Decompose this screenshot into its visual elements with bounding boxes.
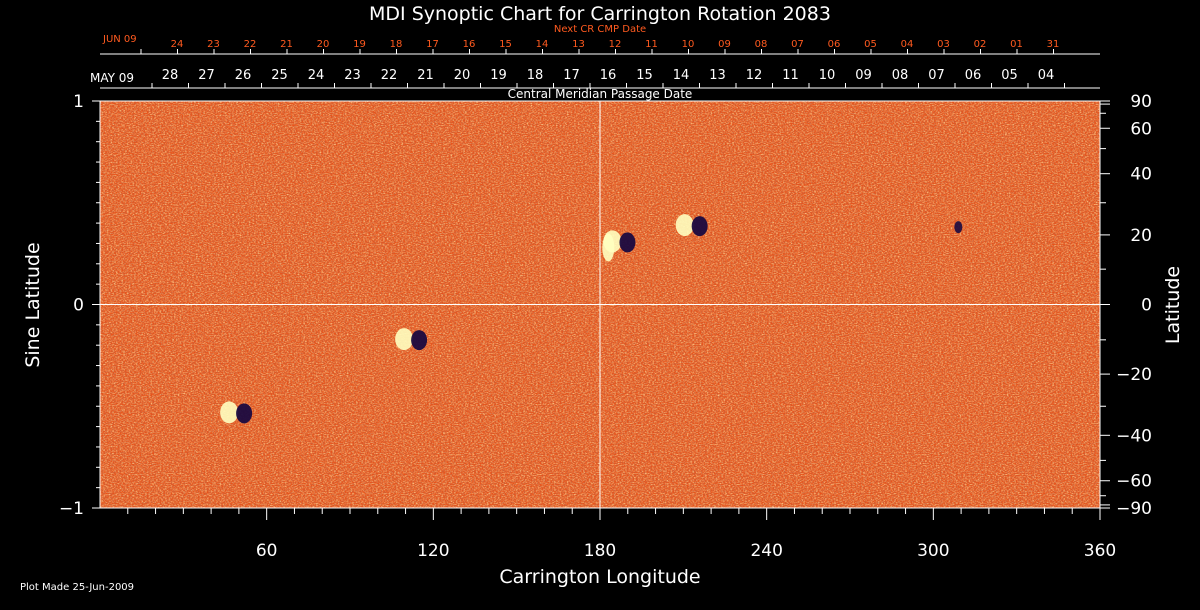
latitude-axis: 90 60 40 20 0 −20 −40 −60 −90: [1100, 92, 1152, 519]
cmp-day-label: 20: [454, 68, 471, 83]
active-regions: [220, 214, 963, 424]
next-cr-day-label: 23: [207, 39, 220, 50]
next-cr-cmp-title: Next CR CMP Date: [554, 24, 646, 35]
positive-flux-patch: [395, 328, 414, 351]
x-tick-label: 240: [750, 541, 782, 561]
next-cr-day-label: 24: [171, 39, 184, 50]
cmp-day-label: 09: [855, 68, 872, 83]
cmp-day-label: 24: [308, 68, 325, 83]
y-right-tick-label: 0: [1141, 296, 1152, 316]
y-right-tick-label: −60: [1116, 472, 1152, 492]
y-right-axis-label: Latitude: [1162, 266, 1184, 344]
y-right-tick-label: 60: [1130, 119, 1152, 139]
cmp-day-label: 10: [819, 68, 836, 83]
negative-flux-patch: [691, 216, 708, 237]
cmp-day-label: 26: [235, 68, 252, 83]
negative-flux-patch: [411, 330, 428, 351]
cmp-day-label: 28: [162, 68, 179, 83]
cmp-day-label: 18: [527, 68, 544, 83]
next-cr-day-label: 18: [390, 39, 403, 50]
cmp-day-label: 17: [563, 68, 580, 83]
cmp-day-label: 23: [344, 68, 361, 83]
next-cr-day-label: 08: [755, 39, 768, 50]
next-cr-day-label: 13: [572, 39, 585, 50]
cmp-axis-title: Central Meridian Passage Date: [508, 87, 693, 101]
next-cr-day-label: 11: [645, 39, 658, 50]
x-axis-label: Carrington Longitude: [499, 566, 700, 588]
cmp-day-label: 06: [965, 68, 982, 83]
cmp-day-label: 16: [600, 68, 617, 83]
cmp-day-label: 15: [636, 68, 653, 83]
cmp-month-label: MAY 09: [90, 71, 134, 85]
cmp-day-label: 22: [381, 68, 398, 83]
cmp-day-label: 14: [673, 68, 690, 83]
plot-made-date: Plot Made 25-Jun-2009: [20, 582, 134, 593]
cmp-day-label: 27: [198, 68, 215, 83]
cmp-day-label: 19: [490, 68, 507, 83]
y-right-tick-label: 90: [1130, 92, 1152, 112]
longitude-axis: 60 120 180 240 300 360: [127, 508, 1116, 561]
sine-latitude-axis: 1 0 −1: [59, 92, 100, 519]
next-cr-cmp-date-axis: 24 23 22 21 20 19 18 17 16 15 14 13 12 11 10 09 08 07 06 05…: [100, 39, 1100, 55]
next-cr-day-label: 31: [1047, 39, 1060, 50]
x-tick-label: 180: [584, 541, 616, 561]
positive-flux-patch: [220, 401, 239, 424]
positive-flux-patch: [602, 233, 615, 262]
cmp-day-label: 04: [1038, 68, 1055, 83]
x-tick-label: 300: [917, 541, 949, 561]
y-left-tick-label: −1: [59, 499, 84, 519]
y-right-tick-label: −90: [1116, 499, 1152, 519]
active-region: [602, 233, 615, 262]
next-cr-day-label: 22: [244, 39, 257, 50]
cmp-day-label: 12: [746, 68, 763, 83]
chart-title: MDI Synoptic Chart for Carrington Rotati…: [369, 3, 831, 25]
next-cr-day-label: 10: [682, 39, 695, 50]
next-cr-day-label: 01: [1010, 39, 1023, 50]
next-cr-day-label: 20: [317, 39, 330, 50]
positive-flux-patch: [675, 214, 694, 237]
y-right-tick-label: −40: [1116, 426, 1152, 446]
y-left-axis-label: Sine Latitude: [22, 242, 44, 367]
next-cr-day-label: 19: [353, 39, 366, 50]
y-left-tick-label: 0: [73, 296, 84, 316]
cmp-day-label: 05: [1001, 68, 1018, 83]
cmp-date-axis: 28 27 26 25 24 23 22 21 20 19 18 17 16 15 14 13 12 11 10 09…: [100, 68, 1100, 89]
cmp-day-label: 21: [417, 68, 434, 83]
next-cr-day-label: 04: [901, 39, 914, 50]
y-right-tick-label: −20: [1116, 365, 1152, 385]
next-cr-day-label: 21: [280, 39, 293, 50]
next-cr-day-label: 12: [609, 39, 622, 50]
y-right-tick-label: 20: [1130, 226, 1152, 246]
y-left-tick-label: 1: [73, 92, 84, 112]
next-cr-day-label: 16: [463, 39, 476, 50]
negative-flux-patch: [954, 221, 963, 234]
x-tick-label: 360: [1084, 541, 1116, 561]
next-cr-day-label: 05: [864, 39, 877, 50]
next-cr-day-label: 07: [791, 39, 804, 50]
next-cr-day-label: 03: [937, 39, 950, 50]
next-cr-day-label: 15: [499, 39, 512, 50]
active-region: [220, 401, 253, 424]
next-cr-day-label: 02: [974, 39, 987, 50]
negative-flux-patch: [619, 232, 636, 253]
x-tick-label: 120: [417, 541, 449, 561]
cmp-day-label: 13: [709, 68, 726, 83]
cmp-day-label: 07: [928, 68, 945, 83]
active-region: [675, 214, 708, 237]
negative-flux-patch: [236, 403, 253, 424]
cmp-day-label: 08: [892, 68, 909, 83]
next-cr-month-label: JUN 09: [102, 34, 137, 45]
cmp-day-label: 25: [271, 68, 288, 83]
cmp-day-label: 11: [782, 68, 799, 83]
x-tick-label: 60: [256, 541, 278, 561]
active-region: [395, 328, 428, 351]
active-region: [954, 221, 963, 234]
next-cr-day-label: 14: [536, 39, 549, 50]
next-cr-day-label: 09: [718, 39, 731, 50]
next-cr-day-label: 17: [426, 39, 439, 50]
y-right-tick-label: 40: [1130, 165, 1152, 185]
next-cr-day-label: 06: [828, 39, 841, 50]
